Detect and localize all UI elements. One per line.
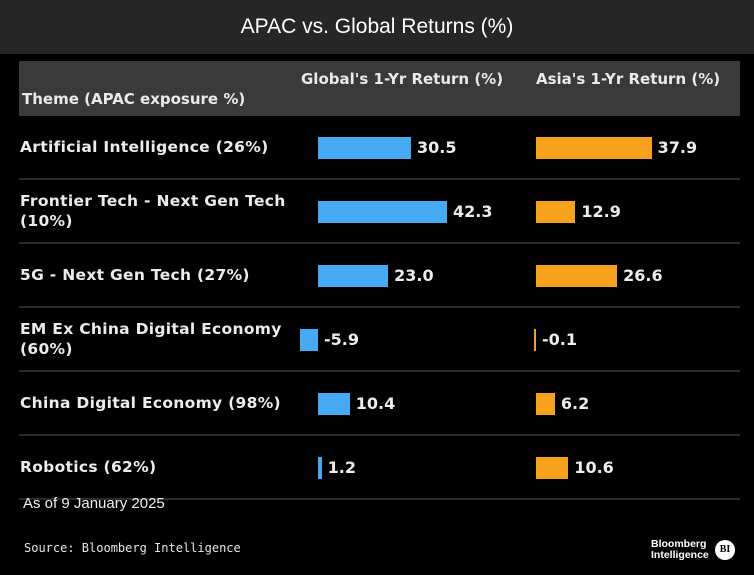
header-theme: Theme (APAC exposure %) [22, 90, 246, 108]
theme-label: China Digital Economy (98%) [20, 394, 281, 412]
as-of-date: As of 9 January 2025 [23, 495, 165, 512]
table-row: Frontier Tech - Next Gen Tech (10%) 42.3 1… [19, 180, 740, 244]
global-value-label: 42.3 [453, 202, 493, 221]
global-bar [318, 201, 447, 223]
asia-value-label: 12.9 [581, 202, 621, 221]
global-bar [318, 393, 350, 415]
bi-badge-icon: BI [715, 540, 735, 560]
logo-line-2: Intelligence [651, 549, 709, 561]
global-bar [300, 329, 318, 351]
global-bar [318, 457, 322, 479]
table-row: Robotics (62%) 1.2 10.6 [19, 436, 740, 500]
header-asia-return: Asia's 1-Yr Return (%) [536, 70, 721, 88]
global-value-label: 30.5 [417, 138, 457, 157]
asia-value-label: 37.9 [657, 138, 698, 157]
returns-table: Theme (APAC exposure %) Global's 1-Yr Re… [19, 61, 740, 500]
asia-bar [536, 457, 569, 479]
bloomberg-intelligence-logo: Bloomberg Intelligence BI [651, 538, 741, 564]
logo-line-1: Bloomberg [651, 538, 707, 550]
table-row: EM Ex China Digital Economy (60%) -5.9 -0.… [19, 308, 740, 372]
table-row: China Digital Economy (98%) 10.4 6.2 [19, 372, 740, 436]
asia-bar [534, 329, 536, 351]
theme-label: Artificial Intelligence (26%) [20, 138, 269, 156]
asia-bar [536, 265, 618, 287]
table-header: Theme (APAC exposure %) Global's 1-Yr Re… [19, 61, 740, 116]
global-value-label: -5.9 [324, 330, 359, 349]
table-row: 5G - Next Gen Tech (27%) 23.0 26.6 [19, 244, 740, 308]
theme-label: Robotics (62%) [20, 458, 157, 476]
logo-wordmark: Bloomberg Intelligence [651, 539, 709, 561]
global-value-label: 10.4 [355, 394, 396, 413]
asia-value-label: 6.2 [560, 394, 590, 413]
table-row: Artificial Intelligence (26%) 30.5 37.9 [19, 116, 740, 180]
theme-label: 5G - Next Gen Tech (27%) [20, 266, 250, 284]
table-body: Artificial Intelligence (26%) 30.5 37.9 Fro… [19, 116, 740, 500]
global-value-label: 1.2 [327, 458, 356, 477]
global-value-label: 23.0 [394, 266, 434, 285]
asia-bar [536, 393, 555, 415]
theme-label: Frontier Tech - Next Gen Tech (10%) [20, 192, 286, 230]
asia-value-label: 10.6 [574, 458, 614, 477]
theme-label: EM Ex China Digital Economy (60%) [20, 320, 282, 358]
global-bar [318, 137, 412, 159]
asia-bar [536, 137, 652, 159]
asia-bar [536, 201, 576, 223]
chart-title: APAC vs. Global Returns (%) [0, 0, 754, 54]
asia-value-label: -0.1 [542, 330, 577, 349]
source-note: Source: Bloomberg Intelligence [24, 541, 241, 555]
header-global-return: Global's 1-Yr Return (%) [301, 70, 504, 88]
asia-value-label: 26.6 [623, 266, 663, 285]
global-bar [318, 265, 389, 287]
